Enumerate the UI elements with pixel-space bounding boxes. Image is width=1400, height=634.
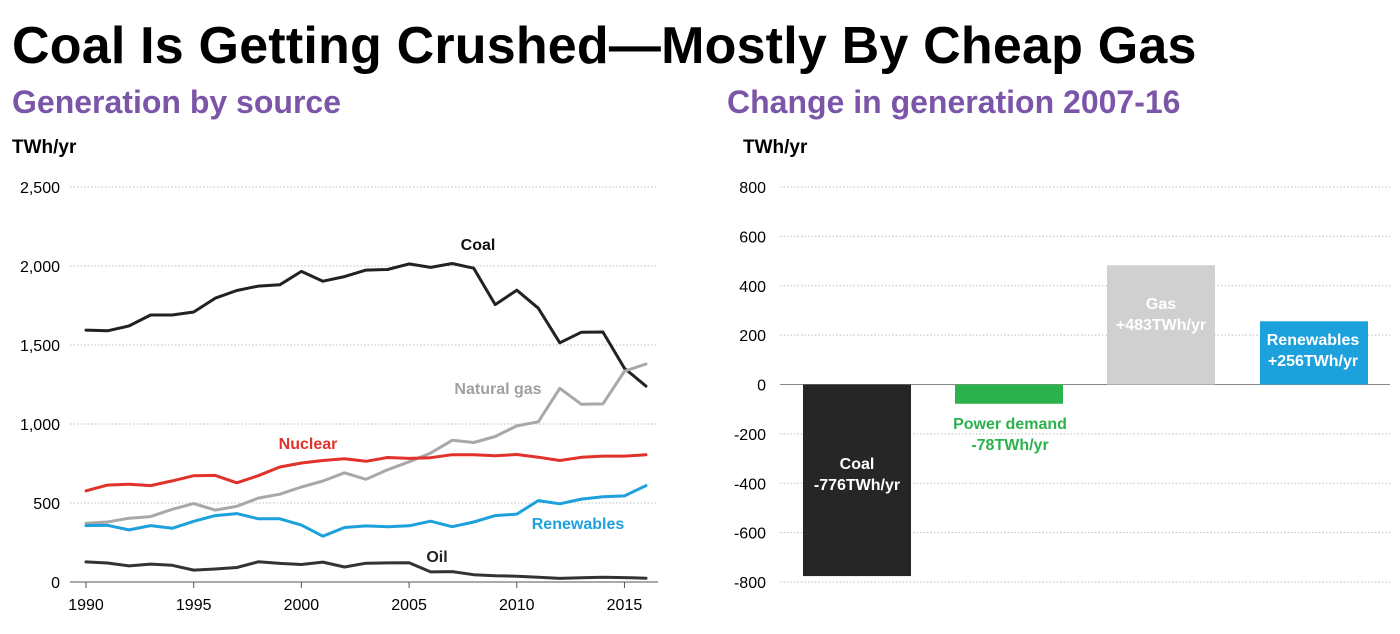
right-bars-group: [803, 265, 1368, 577]
right-y-tick-label: -600: [734, 526, 766, 543]
bar-label-renewables: Renewables: [1267, 332, 1360, 349]
right-y-tick-label: 200: [739, 328, 766, 345]
left-x-ticks: 1990 1995 2000 2005 2010 2015: [68, 582, 642, 614]
bar-gas: [1107, 265, 1215, 385]
right-y-unit-label: TWh/yr: [743, 137, 808, 158]
series-label-coal: Coal: [461, 237, 496, 254]
bar-label-power-demand: Power demand: [953, 416, 1067, 433]
bar-value-coal: -776TWh/yr: [814, 477, 900, 494]
left-x-tick-label: 1995: [176, 597, 212, 614]
bar-value-renewables: +256TWh/yr: [1268, 353, 1358, 370]
bar-renewables: [1260, 321, 1368, 385]
left-y-tick-label: 0: [51, 575, 60, 592]
bar-label-coal: Coal: [840, 456, 875, 473]
bar-coal: [803, 384, 911, 577]
right-y-tick-label: 400: [739, 279, 766, 296]
right-y-ticks: 800 600 400 200 0 -200 -400 -600 -800: [734, 180, 766, 592]
left-x-tick-label: 2015: [607, 597, 643, 614]
left-y-tick-label: 1,500: [20, 338, 60, 355]
bar-value-gas: +483TWh/yr: [1116, 317, 1206, 334]
left-y-tick-label: 500: [33, 496, 60, 513]
left-y-ticks: 0 500 1,000 1,500 2,000 2,500: [20, 180, 60, 592]
left-x-tick-label: 1990: [68, 597, 104, 614]
series-line-natural-gas: [84, 362, 648, 525]
page-title: Coal Is Getting Crushed—Mostly By Cheap …: [12, 17, 1197, 75]
right-y-tick-label: 0: [757, 378, 766, 395]
right-y-tick-label: 800: [739, 180, 766, 197]
series-line-coal: [84, 262, 648, 388]
left-x-tick-label: 2005: [391, 597, 427, 614]
right-y-tick-label: -200: [734, 427, 766, 444]
bar-chart: TWh/yr 800 600 400 200 0 -200 -400 -600 -800 Coa…: [734, 137, 1390, 592]
left-chart-title: Generation by source: [12, 84, 341, 120]
bar-value-power-demand: -78TWh/yr: [971, 437, 1048, 454]
right-y-tick-label: -800: [734, 575, 766, 592]
right-bar-labels: Coal -776TWh/yr Power demand -78TWh/yr Gas +4…: [814, 296, 1359, 494]
left-y-tick-label: 2,000: [20, 259, 60, 276]
bar-power-demand: [955, 384, 1063, 404]
series-label-renewables: Renewables: [532, 516, 625, 533]
left-y-tick-label: 2,500: [20, 180, 60, 197]
bar-label-gas: Gas: [1146, 296, 1176, 313]
left-x-tick-label: 2000: [284, 597, 320, 614]
left-x-tick-label: 2010: [499, 597, 535, 614]
series-line-renewables: [84, 484, 648, 538]
series-label-nuclear: Nuclear: [279, 436, 338, 453]
left-y-unit-label: TWh/yr: [12, 137, 77, 158]
series-label-oil: Oil: [426, 549, 447, 566]
series-line-oil: [84, 560, 648, 580]
left-series-labels: Coal Natural gas Nuclear Renewables Oil: [279, 237, 625, 566]
right-y-tick-label: -400: [734, 476, 766, 493]
series-label-natural-gas: Natural gas: [454, 381, 541, 398]
series-line-nuclear: [84, 453, 648, 493]
left-y-tick-label: 1,000: [20, 417, 60, 434]
left-series-group: [84, 262, 648, 580]
right-y-tick-label: 600: [739, 229, 766, 246]
line-chart: TWh/yr 0 500 1,000 1,500 2,000 2,500 1990 1995…: [12, 137, 658, 614]
right-chart-title: Change in generation 2007-16: [727, 84, 1181, 120]
